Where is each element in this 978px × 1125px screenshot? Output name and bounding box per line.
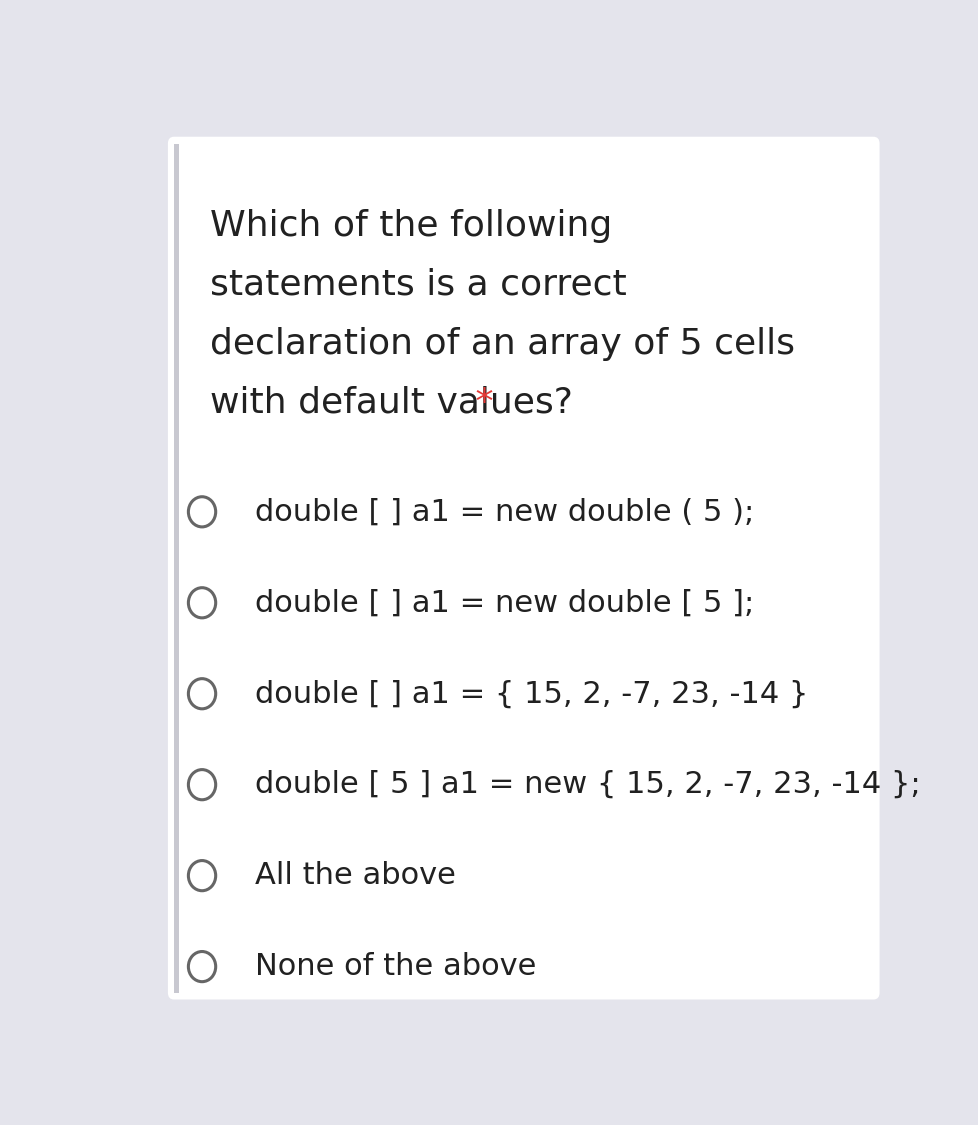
Text: double [ ] a1 = new double ( 5 );: double [ ] a1 = new double ( 5 ); (255, 497, 754, 526)
Text: statements is a correct: statements is a correct (209, 268, 626, 302)
Text: with default values?: with default values? (209, 386, 572, 420)
Text: declaration of an array of 5 cells: declaration of an array of 5 cells (209, 326, 794, 361)
FancyBboxPatch shape (168, 137, 878, 999)
Text: double [ 5 ] a1 = new { 15, 2, -7, 23, -14 };: double [ 5 ] a1 = new { 15, 2, -7, 23, -… (255, 771, 920, 799)
Text: None of the above: None of the above (255, 952, 536, 981)
Bar (174, 144, 179, 992)
Text: Which of the following: Which of the following (209, 209, 611, 243)
Text: *: * (464, 386, 493, 420)
Text: All the above: All the above (255, 861, 456, 890)
Text: double [ ] a1 = new double [ 5 ];: double [ ] a1 = new double [ 5 ]; (255, 588, 754, 618)
Text: double [ ] a1 = { 15, 2, -7, 23, -14 }: double [ ] a1 = { 15, 2, -7, 23, -14 } (255, 680, 808, 709)
